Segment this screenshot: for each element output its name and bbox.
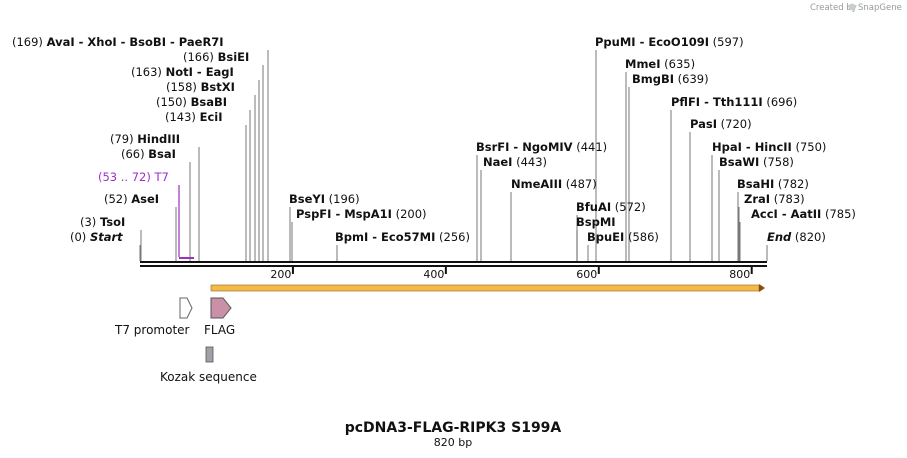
site-label-ecii: (143) EciI [165,110,223,124]
site-label-start: (0) Start [70,230,123,244]
site-label-ppumi: PpuMI - EcoO109I (597) [595,35,744,49]
ruler-tick-label: 600 [576,268,597,281]
orf-arrow [210,284,765,292]
site-label-bpuei: BpuEI (586) [587,230,659,244]
site-label-bsawi: BsaWI (758) [719,155,794,169]
credit-text: Created by [810,3,857,13]
site-label-bfuai: BfuAI (572) [576,200,646,214]
site-label-bsabi: (150) BsaBI [156,95,227,109]
site-label-hpai: HpaI - HincII (750) [712,140,826,154]
site-label-bspmi: BspMI [576,215,616,229]
box-icon [205,346,214,363]
ruler: 200 400 600 800 [270,267,753,281]
site-label-t7: (53 .. 72) T7 [98,170,169,184]
site-label-bstxi: (158) BstXI [166,80,235,94]
site-label-avai: (169) AvaI - XhoI - BsoBI - PaeR7I [12,35,224,49]
site-label-bsrfi: BsrFI - NgoMIV (441) [476,140,607,154]
site-label-tsoi: (3) TsoI [80,215,125,229]
feature-t7-promoter: T7 promoter [114,297,193,337]
site-label-noti: (163) NotI - EagI [131,65,234,79]
site-label-bsai: (66) BsaI [121,147,176,161]
site-label-naei: NaeI (443) [483,155,547,169]
site-label-bseyi: BseYI (196) [289,192,360,206]
leader-lines [139,50,768,261]
site-label-nmeaiii: NmeAIII (487) [511,177,597,191]
site-label-pspfi: PspFI - MspA1I (200) [296,207,427,221]
arrow-outline-icon [179,297,193,319]
ruler-tick-label: 400 [423,268,444,281]
ruler-tick-label: 200 [270,268,291,281]
site-label-pflfi: PflFI - Tth111I (696) [671,95,797,109]
site-label-zrai: ZraI (783) [744,192,805,206]
dna-backbone [140,261,767,267]
site-label-bmgbi: BmgBI (639) [632,72,709,86]
arrow-filled-icon [210,297,232,319]
site-label-end: End (820) [767,230,826,244]
site-label-bsiei: (166) BsiEI [183,50,249,64]
ruler-tick-label: 800 [729,268,750,281]
feature-flag: FLAG [204,297,235,337]
site-label-bpmi: BpmI - Eco57MI (256) [335,230,470,244]
feature-kozak: Kozak sequence [160,346,257,384]
site-label-pasi: PasI (720) [690,117,752,131]
site-label-mmei: MmeI (635) [625,57,695,71]
plasmid-size: 820 bp [434,436,472,449]
snapgene-logo-icon [848,3,856,11]
credit-brand: SnapGene [858,3,902,13]
site-label-hindiii: (79) HindIII [110,132,180,146]
feature-label: Kozak sequence [160,370,257,384]
feature-label: FLAG [204,323,235,337]
feature-label: T7 promoter [114,323,190,337]
restriction-site-labels: (169) AvaI - XhoI - BsoBI - PaeR7I(166) … [12,35,856,244]
site-label-bsahi: BsaHI (782) [737,177,809,191]
plasmid-name: pcDNA3-FLAG-RIPK3 S199A [345,420,562,436]
site-label-acci: AccI - AatII (785) [751,207,856,221]
site-label-asei: (52) AseI [104,192,159,206]
